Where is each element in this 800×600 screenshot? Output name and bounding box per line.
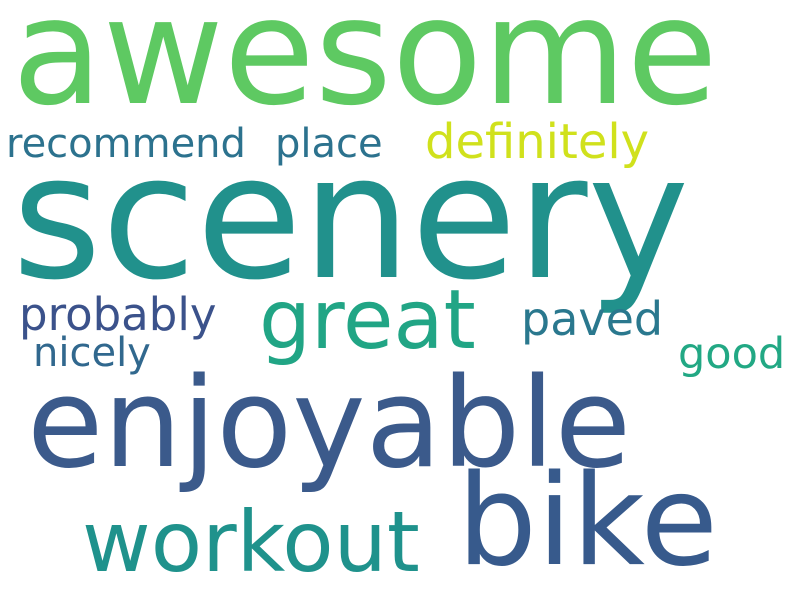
word-place: place — [275, 121, 383, 167]
word-paved: paved — [521, 292, 664, 346]
word-nicely: nicely — [33, 330, 151, 376]
word-great: great — [259, 273, 476, 368]
word-recommend: recommend — [6, 121, 246, 167]
word-good: good — [678, 329, 786, 379]
word-awesome: awesome — [12, 0, 718, 138]
word-bike: bike — [457, 447, 718, 594]
word-workout: workout — [82, 493, 420, 591]
word-scenery: scenery — [12, 117, 690, 318]
word-enjoyable: enjoyable — [27, 352, 632, 496]
word-definitely: definitely — [425, 114, 650, 170]
word-probably: probably — [19, 288, 217, 341]
